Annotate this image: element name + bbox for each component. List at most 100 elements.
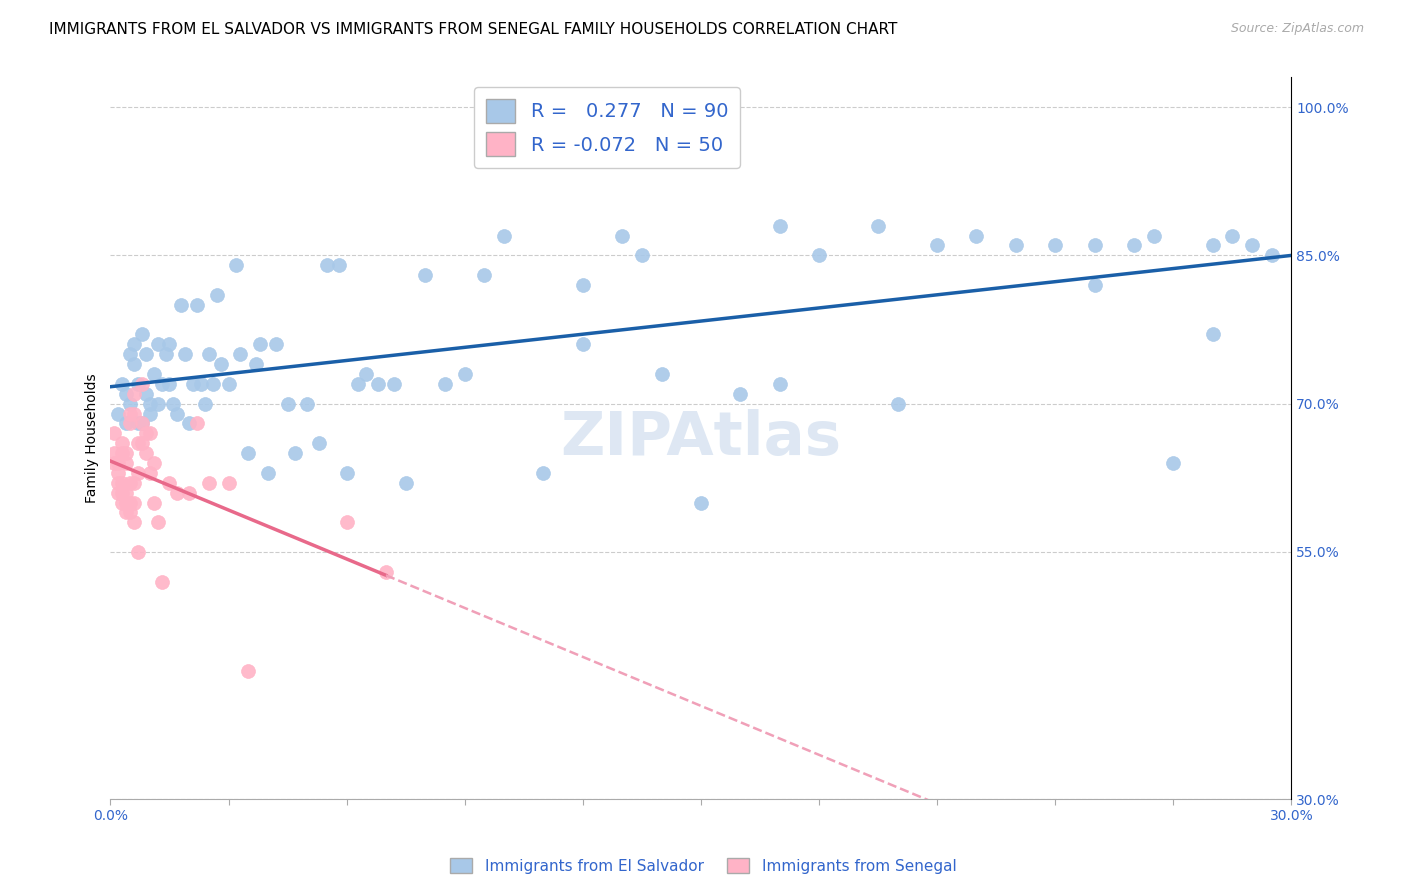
Point <box>866 219 889 233</box>
Point <box>382 376 405 391</box>
Point <box>181 376 204 391</box>
Point <box>131 436 153 450</box>
Point <box>127 376 149 391</box>
Point <box>139 466 162 480</box>
Point <box>454 367 477 381</box>
Point <box>120 397 142 411</box>
Point <box>238 664 260 678</box>
Point <box>728 386 751 401</box>
Point <box>494 228 516 243</box>
Point <box>120 347 142 361</box>
Point <box>127 417 149 431</box>
Point <box>434 376 457 391</box>
Legend: R =   0.277   N = 90, R = -0.072   N = 50: R = 0.277 N = 90, R = -0.072 N = 50 <box>474 87 740 168</box>
Point <box>277 397 299 411</box>
Point <box>146 397 169 411</box>
Point <box>395 475 418 490</box>
Point <box>768 376 790 391</box>
Point <box>107 407 129 421</box>
Point <box>115 446 138 460</box>
Point <box>198 347 221 361</box>
Point <box>264 337 287 351</box>
Point <box>142 367 165 381</box>
Point <box>135 426 157 441</box>
Point <box>107 456 129 470</box>
Point <box>284 446 307 460</box>
Point <box>162 397 184 411</box>
Point <box>111 436 134 450</box>
Point <box>139 397 162 411</box>
Point <box>630 248 652 262</box>
Point <box>111 475 134 490</box>
Point <box>1220 228 1243 243</box>
Point <box>336 516 359 530</box>
Text: ZIPAtlas: ZIPAtlas <box>561 409 841 467</box>
Point <box>1083 278 1105 293</box>
Point <box>1083 238 1105 252</box>
Point <box>1004 238 1026 252</box>
Point <box>316 258 339 272</box>
Point <box>209 357 232 371</box>
Point <box>159 475 181 490</box>
Point <box>120 417 142 431</box>
Point <box>115 485 138 500</box>
Point <box>131 376 153 391</box>
Point <box>356 367 378 381</box>
Point <box>198 475 221 490</box>
Point <box>1201 327 1223 342</box>
Point <box>120 475 142 490</box>
Point <box>122 495 145 509</box>
Point <box>155 347 177 361</box>
Point <box>925 238 948 252</box>
Point <box>1201 238 1223 252</box>
Point <box>135 446 157 460</box>
Point <box>650 367 672 381</box>
Point <box>689 495 711 509</box>
Point <box>249 337 271 351</box>
Point <box>174 347 197 361</box>
Point <box>107 466 129 480</box>
Point <box>531 466 554 480</box>
Point <box>205 288 228 302</box>
Point <box>115 505 138 519</box>
Point <box>229 347 252 361</box>
Point <box>111 485 134 500</box>
Point <box>1043 238 1066 252</box>
Point <box>367 376 389 391</box>
Legend: Immigrants from El Salvador, Immigrants from Senegal: Immigrants from El Salvador, Immigrants … <box>443 852 963 880</box>
Point <box>201 376 224 391</box>
Point <box>245 357 267 371</box>
Point <box>551 129 574 144</box>
Point <box>768 219 790 233</box>
Point <box>120 407 142 421</box>
Point <box>146 337 169 351</box>
Point <box>238 446 260 460</box>
Point <box>225 258 247 272</box>
Point <box>146 516 169 530</box>
Point <box>336 466 359 480</box>
Point <box>127 545 149 559</box>
Point <box>122 337 145 351</box>
Point <box>886 397 908 411</box>
Point <box>131 327 153 342</box>
Point <box>186 417 208 431</box>
Point <box>159 337 181 351</box>
Point <box>159 376 181 391</box>
Point <box>142 456 165 470</box>
Point <box>218 376 240 391</box>
Point <box>218 475 240 490</box>
Point <box>179 485 201 500</box>
Point <box>115 456 138 470</box>
Point <box>571 337 593 351</box>
Point <box>122 386 145 401</box>
Text: IMMIGRANTS FROM EL SALVADOR VS IMMIGRANTS FROM SENEGAL FAMILY HOUSEHOLDS CORRELA: IMMIGRANTS FROM EL SALVADOR VS IMMIGRANT… <box>49 22 897 37</box>
Point <box>1161 456 1184 470</box>
Point <box>135 347 157 361</box>
Y-axis label: Family Households: Family Households <box>86 374 100 503</box>
Point <box>139 426 162 441</box>
Point <box>111 495 134 509</box>
Point <box>103 446 125 460</box>
Point <box>571 278 593 293</box>
Point <box>328 258 350 272</box>
Text: Source: ZipAtlas.com: Source: ZipAtlas.com <box>1230 22 1364 36</box>
